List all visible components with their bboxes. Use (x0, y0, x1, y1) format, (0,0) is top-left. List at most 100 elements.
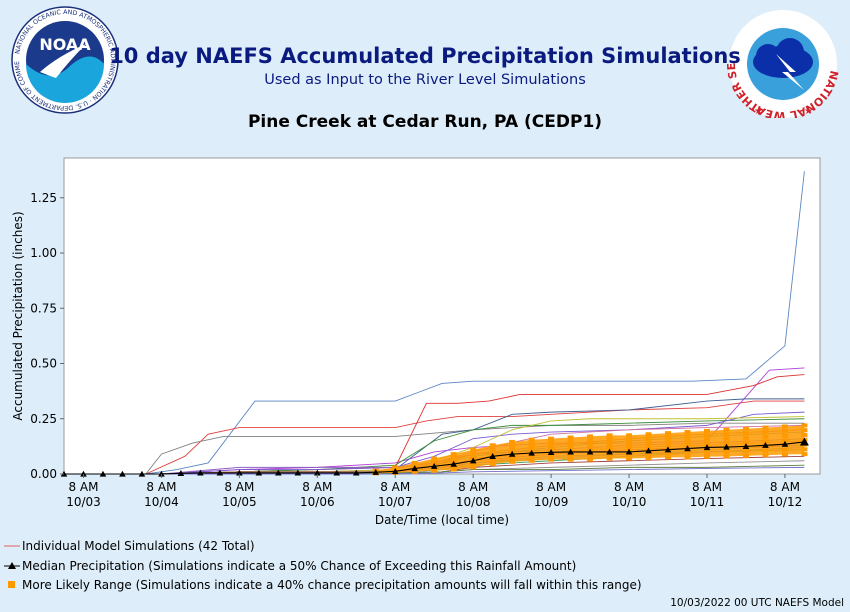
likely-range-marker (626, 456, 633, 461)
median-point (333, 469, 341, 476)
likely-range-marker (703, 433, 710, 438)
simulation-line-2 (145, 400, 805, 475)
x-tick-label-date: 10/11 (690, 495, 725, 509)
median-point (723, 443, 730, 450)
simulation-line-1 (145, 171, 805, 475)
x-tick-label-time: 8 AM (302, 480, 332, 494)
median-point (313, 469, 321, 476)
likely-range-marker (567, 439, 574, 444)
x-tick-label-time: 8 AM (692, 480, 722, 494)
median-point (469, 457, 477, 464)
likely-range-marker (665, 443, 672, 448)
likely-range-marker (723, 436, 730, 441)
y-tick-label: 1.00 (30, 246, 57, 260)
median-point (508, 450, 516, 457)
likely-range-marker (489, 446, 496, 451)
y-axis-label: Accumulated Precipitation (inches) (11, 211, 25, 420)
likely-range-marker (626, 444, 633, 449)
median-point (781, 440, 789, 447)
likely-range-marker (801, 423, 808, 428)
likely-range-marker (781, 438, 788, 443)
likely-range-marker (489, 443, 496, 448)
likely-range-marker (684, 455, 691, 460)
likely-range-marker (567, 446, 574, 451)
likely-range-marker (489, 449, 496, 454)
median-point (430, 462, 438, 469)
likely-range-marker (528, 444, 535, 449)
likely-range-marker (723, 432, 730, 437)
legend-individual: Individual Model Simulations (42 Total) (22, 539, 255, 553)
x-tick-label-time: 8 AM (68, 480, 98, 494)
likely-range-marker (528, 458, 535, 463)
likely-range-marker (450, 465, 457, 470)
likely-range-marker (587, 442, 594, 447)
likely-range-marker (665, 439, 672, 444)
likely-range-marker (742, 449, 749, 454)
likely-range-marker (645, 436, 652, 441)
legend: Individual Model Simulations (42 Total) … (4, 539, 642, 592)
likely-range-marker (665, 451, 672, 456)
y-tick-label: 0.50 (30, 357, 57, 371)
median-point (703, 444, 711, 451)
likely-range-marker (606, 456, 613, 461)
likely-range-marker (684, 438, 691, 443)
median-point (177, 470, 185, 476)
x-tick-label-date: 10/03 (66, 495, 101, 509)
likely-range-marker (801, 428, 808, 433)
likely-range-marker (781, 424, 788, 429)
likely-range-marker (723, 441, 730, 446)
likely-range-marker (548, 436, 555, 441)
likely-range-marker (392, 465, 399, 470)
likely-range-marker (450, 454, 457, 459)
likely-range-marker (742, 440, 749, 445)
legend-median-marker (8, 562, 16, 569)
likely-range-marker (450, 467, 457, 472)
median-point (547, 449, 555, 455)
median-point (567, 448, 574, 455)
likely-range-marker (762, 453, 769, 458)
likely-range-marker (450, 457, 457, 462)
median-point (625, 448, 633, 455)
legend-median: Median Precipitation (Simulations indica… (22, 559, 576, 573)
median-point (158, 470, 165, 477)
likely-range-marker (723, 454, 730, 459)
x-tick-label-date: 10/06 (300, 495, 335, 509)
simulation-line-8 (161, 411, 805, 475)
likely-range-marker (567, 435, 574, 440)
x-tick-label-date: 10/10 (612, 495, 647, 509)
plot-area (63, 157, 821, 475)
likely-range-marker (801, 452, 808, 457)
x-tick-label-date: 10/08 (456, 495, 491, 509)
median-point (528, 449, 535, 456)
likely-range-marker (587, 446, 594, 451)
x-tick-label-date: 10/07 (378, 495, 413, 509)
median-point (411, 465, 419, 472)
seagull-icon (40, 44, 86, 78)
likely-range-marker (723, 449, 730, 454)
x-tick-label-time: 8 AM (380, 480, 410, 494)
likely-range-marker (645, 452, 652, 457)
likely-range-marker (626, 452, 633, 457)
likely-range-marker (509, 456, 516, 461)
likely-range-marker (762, 430, 769, 435)
likely-range-marker (587, 434, 594, 439)
simulation-line-7 (161, 418, 805, 475)
likely-range-marker (703, 450, 710, 455)
x-tick-label-date: 10/05 (222, 495, 257, 509)
likely-range-marker (606, 437, 613, 442)
median-point (80, 470, 87, 477)
likely-range-marker (548, 443, 555, 448)
likely-range-marker (606, 452, 613, 457)
lightning-icon (776, 54, 804, 90)
likely-range-marker (742, 431, 749, 436)
likely-range-marker (762, 434, 769, 439)
median-point (119, 470, 126, 477)
x-tick-label-date: 10/09 (534, 495, 569, 509)
likely-range-marker (606, 441, 613, 446)
likely-range-marker (587, 457, 594, 462)
likely-range-marker (781, 433, 788, 438)
x-axis-label: Date/Time (local time) (375, 513, 509, 527)
likely-range-marker (703, 428, 710, 433)
x-tick-label-time: 8 AM (458, 480, 488, 494)
